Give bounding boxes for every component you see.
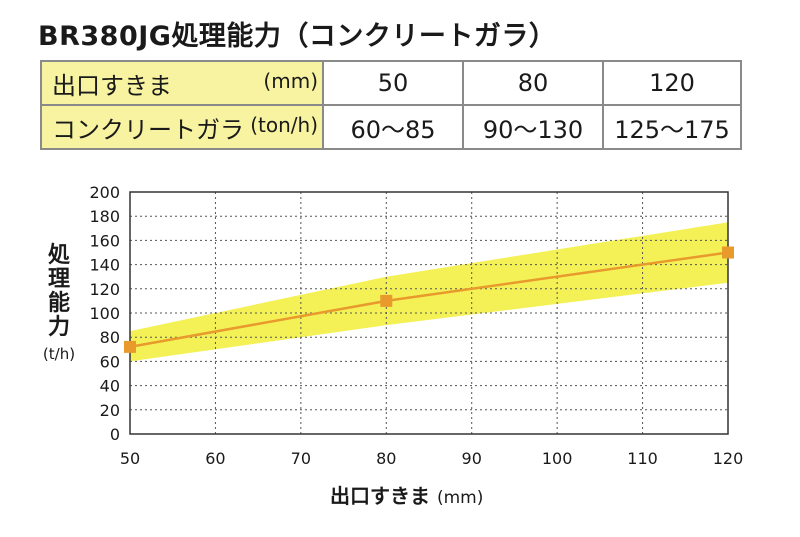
- row-header: コンクリートガラ (ton/h): [40, 104, 324, 150]
- row-header: 出口すきま (mm): [40, 60, 324, 106]
- y-tick-label: 200: [89, 183, 120, 202]
- row-unit: (ton/h): [250, 112, 318, 137]
- y-tick-label: 140: [89, 256, 120, 275]
- y-tick-label: 0: [110, 425, 120, 444]
- row-unit: (mm): [263, 68, 318, 93]
- y-tick-label: 120: [89, 280, 120, 299]
- table-cell: 80: [462, 60, 604, 106]
- capacity-band: [130, 222, 728, 362]
- x-tick-label: 50: [120, 449, 140, 468]
- table-cell: 125～175: [602, 104, 742, 150]
- chart-title: BR380JG処理能力（コンクリートガラ）: [38, 21, 557, 52]
- y-tick-label: 160: [89, 231, 120, 250]
- y-axis-unit: (t/h): [42, 345, 76, 363]
- x-tick-label: 80: [376, 449, 396, 468]
- y-tick-label: 80: [100, 328, 120, 347]
- x-tick-label: 120: [713, 449, 744, 468]
- table-row: コンクリートガラ (ton/h) 60～85 90～130 125～175: [40, 104, 742, 150]
- y-tick-label: 60: [100, 352, 120, 371]
- spec-table: 出口すきま (mm) 50 80 120 コンクリートガラ (ton/h) 60…: [40, 60, 742, 150]
- table-row: 出口すきま (mm) 50 80 120: [40, 60, 742, 106]
- x-axis-unit: (mm): [436, 488, 484, 508]
- x-axis-label: 出口すきま (mm): [330, 480, 483, 509]
- y-tick-label: 40: [100, 377, 120, 396]
- capacity-chart: 0 20 40 60 80 100 120 140 160 180 200 50 60 70 80 90 100…: [89, 183, 744, 468]
- table-cell: 120: [602, 60, 742, 106]
- x-tick-label: 100: [542, 449, 573, 468]
- data-point: [380, 294, 393, 307]
- x-tick-label: 70: [291, 449, 311, 468]
- x-tick-label: 110: [627, 449, 658, 468]
- table-cell: 90～130: [462, 104, 604, 150]
- y-axis-title: 処理能力: [47, 243, 70, 340]
- y-tick-label: 100: [89, 304, 120, 323]
- y-tick-label: 180: [89, 207, 120, 226]
- y-axis-label: 処理能力 (t/h): [34, 244, 84, 366]
- x-tick-label: 90: [462, 449, 482, 468]
- row-label: 出口すきま: [52, 71, 172, 100]
- data-point: [722, 246, 734, 259]
- row-label: コンクリートガラ: [52, 115, 244, 144]
- table-cell: 60～85: [322, 104, 464, 150]
- table-cell: 50: [322, 60, 464, 106]
- x-tick-label: 60: [205, 449, 225, 468]
- data-point: [124, 340, 136, 353]
- x-axis-title: 出口すきま: [330, 484, 430, 508]
- plot-frame: [129, 191, 729, 435]
- y-tick-label: 20: [100, 401, 120, 420]
